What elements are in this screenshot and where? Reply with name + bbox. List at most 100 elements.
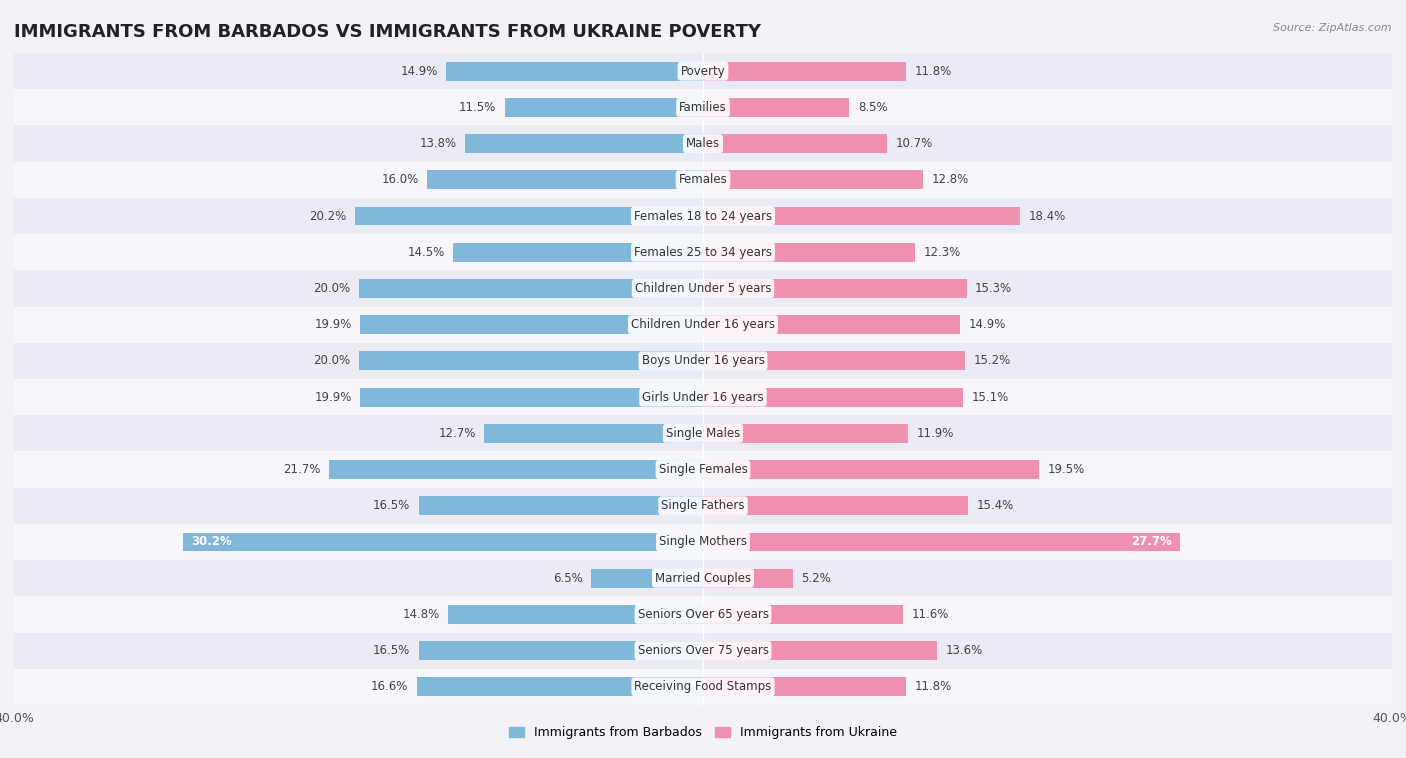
Bar (427, 171, 703, 190)
Bar (14, 198, 1392, 234)
Bar (359, 352, 703, 371)
Text: 15.3%: 15.3% (976, 282, 1012, 295)
Text: 16.5%: 16.5% (373, 644, 411, 657)
Text: 19.9%: 19.9% (315, 318, 352, 331)
Text: Seniors Over 75 years: Seniors Over 75 years (637, 644, 769, 657)
Bar (14, 524, 1392, 560)
Text: Single Males: Single Males (666, 427, 740, 440)
Text: Children Under 5 years: Children Under 5 years (634, 282, 772, 295)
Text: 14.9%: 14.9% (401, 64, 437, 77)
Bar (703, 243, 915, 262)
Text: 15.2%: 15.2% (973, 355, 1011, 368)
Text: 12.7%: 12.7% (439, 427, 475, 440)
Bar (183, 533, 703, 551)
Bar (703, 568, 793, 587)
Bar (703, 678, 907, 697)
Bar (703, 207, 1019, 225)
Text: 19.9%: 19.9% (315, 390, 352, 403)
Bar (703, 279, 966, 298)
Bar (703, 460, 1039, 479)
Text: 27.7%: 27.7% (1130, 535, 1171, 549)
Text: 12.3%: 12.3% (924, 246, 960, 258)
Bar (591, 568, 703, 587)
Text: 14.5%: 14.5% (408, 246, 444, 258)
Bar (703, 98, 849, 117)
Text: 12.8%: 12.8% (932, 174, 969, 186)
Bar (14, 669, 1392, 705)
Text: Single Mothers: Single Mothers (659, 535, 747, 549)
Bar (453, 243, 703, 262)
Text: Single Females: Single Females (658, 463, 748, 476)
Bar (14, 343, 1392, 379)
Text: 20.0%: 20.0% (312, 282, 350, 295)
Bar (14, 379, 1392, 415)
Text: 6.5%: 6.5% (553, 572, 582, 584)
Text: 11.8%: 11.8% (915, 681, 952, 694)
Bar (703, 171, 924, 190)
Bar (703, 352, 965, 371)
Bar (419, 641, 703, 660)
Text: Families: Families (679, 101, 727, 114)
Bar (703, 315, 960, 334)
Bar (703, 496, 969, 515)
Bar (14, 271, 1392, 306)
Bar (14, 415, 1392, 452)
Bar (14, 306, 1392, 343)
Text: 11.9%: 11.9% (917, 427, 953, 440)
Text: 11.6%: 11.6% (911, 608, 949, 621)
Text: 20.2%: 20.2% (309, 209, 346, 223)
Bar (703, 641, 938, 660)
Text: 16.0%: 16.0% (381, 174, 419, 186)
Bar (449, 605, 703, 624)
Legend: Immigrants from Barbados, Immigrants from Ukraine: Immigrants from Barbados, Immigrants fro… (505, 722, 901, 744)
Bar (703, 424, 908, 443)
Text: 11.8%: 11.8% (915, 64, 952, 77)
Text: 10.7%: 10.7% (896, 137, 934, 150)
Text: Females 18 to 24 years: Females 18 to 24 years (634, 209, 772, 223)
Bar (418, 678, 703, 697)
Text: 20.0%: 20.0% (312, 355, 350, 368)
Text: Poverty: Poverty (681, 64, 725, 77)
Bar (14, 632, 1392, 669)
Text: Females 25 to 34 years: Females 25 to 34 years (634, 246, 772, 258)
Text: 15.1%: 15.1% (972, 390, 1010, 403)
Text: Females: Females (679, 174, 727, 186)
Text: 14.8%: 14.8% (402, 608, 440, 621)
Bar (14, 89, 1392, 126)
Text: 30.2%: 30.2% (191, 535, 232, 549)
Text: Source: ZipAtlas.com: Source: ZipAtlas.com (1274, 23, 1392, 33)
Text: 16.6%: 16.6% (371, 681, 409, 694)
Bar (446, 61, 703, 80)
Bar (703, 533, 1180, 551)
Bar (505, 98, 703, 117)
Bar (703, 387, 963, 406)
Bar (14, 126, 1392, 161)
Bar (419, 496, 703, 515)
Text: Boys Under 16 years: Boys Under 16 years (641, 355, 765, 368)
Text: 5.2%: 5.2% (801, 572, 831, 584)
Text: 14.9%: 14.9% (969, 318, 1005, 331)
Text: Married Couples: Married Couples (655, 572, 751, 584)
Text: 21.7%: 21.7% (283, 463, 321, 476)
Bar (360, 315, 703, 334)
Text: Males: Males (686, 137, 720, 150)
Text: IMMIGRANTS FROM BARBADOS VS IMMIGRANTS FROM UKRAINE POVERTY: IMMIGRANTS FROM BARBADOS VS IMMIGRANTS F… (14, 23, 761, 41)
Text: Single Fathers: Single Fathers (661, 500, 745, 512)
Bar (360, 387, 703, 406)
Bar (14, 560, 1392, 597)
Text: 19.5%: 19.5% (1047, 463, 1084, 476)
Bar (703, 134, 887, 153)
Text: Girls Under 16 years: Girls Under 16 years (643, 390, 763, 403)
Bar (14, 161, 1392, 198)
Bar (14, 53, 1392, 89)
Bar (484, 424, 703, 443)
Bar (14, 452, 1392, 487)
Bar (14, 487, 1392, 524)
Bar (359, 279, 703, 298)
Text: Children Under 16 years: Children Under 16 years (631, 318, 775, 331)
Text: 18.4%: 18.4% (1029, 209, 1066, 223)
Bar (14, 234, 1392, 271)
Text: 13.8%: 13.8% (419, 137, 457, 150)
Text: Receiving Food Stamps: Receiving Food Stamps (634, 681, 772, 694)
Text: 13.6%: 13.6% (946, 644, 983, 657)
